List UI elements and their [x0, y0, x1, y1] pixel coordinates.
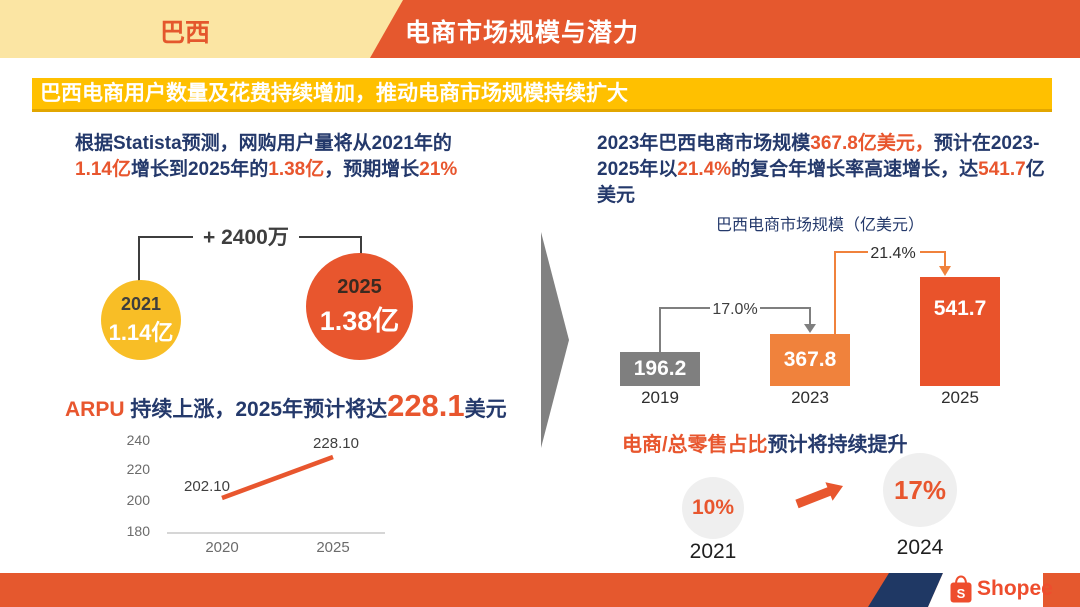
cagr-21-bracket-right [920, 251, 946, 266]
bar-2023: 367.8 [770, 334, 850, 386]
share-2021-circle: 10% [682, 477, 744, 539]
share-2024-year: 2024 [896, 536, 944, 559]
bar-chart-title: 巴西电商市场规模（亿美元） [715, 217, 924, 234]
growth-delta-label: + 2400万 [193, 221, 299, 251]
left-intro-seg3: ，预期增长 [324, 159, 420, 180]
left-intro-highlight-2: 1.38亿 [268, 159, 325, 180]
arpu-label-2025: 228.10 [313, 435, 359, 452]
right-intro-highlight-1: 367.8亿美元， [810, 133, 934, 154]
bar-chart-annotations: 17.0% 21.4% [659, 245, 951, 352]
right-intro-seg1: 2023年巴西电商市场规模 [597, 133, 811, 154]
bar-2025-value: 541.7 [933, 297, 987, 320]
arpu-ytick-240: 240 [127, 432, 151, 448]
users-2021-value: 1.14亿 [108, 319, 174, 345]
right-intro-highlight-3: 541.7 [978, 159, 1026, 180]
left-intro-highlight-3: 21% [419, 159, 458, 180]
arpu-heading-arpu: ARPU [65, 398, 125, 421]
growth-bracket-left-leg [138, 236, 140, 282]
page-title: 电商市场规模与潜力 [405, 19, 640, 47]
bar-2019: 196.2 [620, 352, 700, 386]
arpu-xtick-2025: 2025 [316, 539, 349, 556]
bar-2023-value: 367.8 [783, 348, 837, 371]
bar-xtick-2019: 2019 [641, 388, 679, 407]
right-intro-seg2: 预计在2023-2025年以 [597, 133, 1040, 180]
arpu-heading-unit: 美元 [464, 398, 507, 421]
bar-xtick-2023: 2023 [791, 388, 829, 407]
cagr-21-arrowhead [939, 266, 951, 276]
footer-logo-panel [928, 573, 1043, 607]
arpu-heading-seg2: 持续上涨，2025年预计将达 [124, 398, 388, 421]
arpu-trend-line [221, 454, 334, 501]
users-2025-year: 2025 [337, 275, 382, 298]
share-2021-value: 10% [691, 496, 735, 519]
arpu-ytick-200: 200 [127, 492, 151, 508]
shopee-logo-text: Shopee [977, 577, 1053, 600]
right-intro-seg3: 的复合年增长率高速增长，达 [731, 159, 979, 180]
cagr-17-bracket-left [659, 307, 710, 352]
share-heading: 电商/总零售占比预计将持续提升 [622, 428, 908, 457]
growth-arrow-icon [795, 482, 843, 509]
share-heading-rest: 预计将持续提升 [767, 434, 908, 456]
users-2025-circle: 2025 1.38亿 [306, 253, 413, 360]
arpu-heading: ARPU 持续上涨，2025年预计将达228.1美元 [65, 388, 507, 424]
users-2021-circle: 2021 1.14亿 [101, 280, 181, 360]
users-2021-year: 2021 [120, 293, 162, 314]
arpu-xtick-2020: 2020 [205, 539, 238, 556]
bar-2019-value: 196.2 [633, 357, 687, 380]
arpu-heading-value: 228.1 [387, 388, 465, 423]
right-intro-paragraph: 2023年巴西电商市场规模367.8亿美元，预计在2023-2025年以21.4… [597, 131, 1049, 209]
bar-2025: 541.7 [920, 277, 1000, 386]
cagr-17-label: 17.0% [712, 301, 757, 318]
arpu-line-chart: 240 220 200 180 202.10 228.10 2020 2025 [127, 432, 385, 556]
market-size-bar-chart: 196.2 367.8 541.7 2019 2023 2025 17.0% 2… [600, 240, 1040, 410]
share-heading-highlight: 电商/总零售占比 [622, 434, 768, 456]
headline-banner-text: 巴西电商用户数量及花费持续增加，推动电商市场规模持续扩大 [40, 82, 628, 105]
users-2025-value: 1.38亿 [319, 305, 400, 336]
flow-arrow-icon [541, 232, 569, 448]
right-intro-seg4: 亿美元 [597, 159, 1045, 206]
cagr-17-bracket-right [760, 307, 811, 324]
shopee-bag-letter: S [957, 586, 966, 601]
arpu-ytick-180: 180 [127, 523, 151, 539]
growth-bracket-right-leg [360, 236, 362, 255]
left-intro-paragraph: 根据Statista预测，网购用户量将从2021年的 1.14亿增长到2025年的… [75, 131, 467, 183]
right-intro-highlight-2: 21.4% [677, 159, 732, 180]
cagr-17-arrowhead [804, 324, 816, 333]
share-2021-year: 2021 [689, 540, 737, 563]
shopee-bag-icon: S [950, 575, 972, 603]
left-intro-seg1: 根据Statista预测，网购用户量将从2021年的 [75, 133, 452, 154]
region-label: 巴西 [160, 19, 211, 47]
share-2024-value: 17% [893, 474, 947, 505]
header-left-panel [0, 0, 403, 58]
arpu-ytick-220: 220 [127, 461, 151, 477]
arpu-label-2020: 202.10 [184, 478, 230, 495]
left-intro-highlight-1: 1.14亿 [75, 159, 131, 180]
headline-banner: 巴西电商用户数量及花费持续增加，推动电商市场规模持续扩大 [32, 78, 1052, 112]
share-2024-circle: 17% [883, 453, 957, 527]
cagr-21-label: 21.4% [870, 245, 915, 262]
bar-xtick-2025: 2025 [941, 388, 979, 407]
left-intro-seg2: 增长到2025年的 [130, 159, 269, 180]
cagr-21-bracket-left [834, 251, 868, 334]
